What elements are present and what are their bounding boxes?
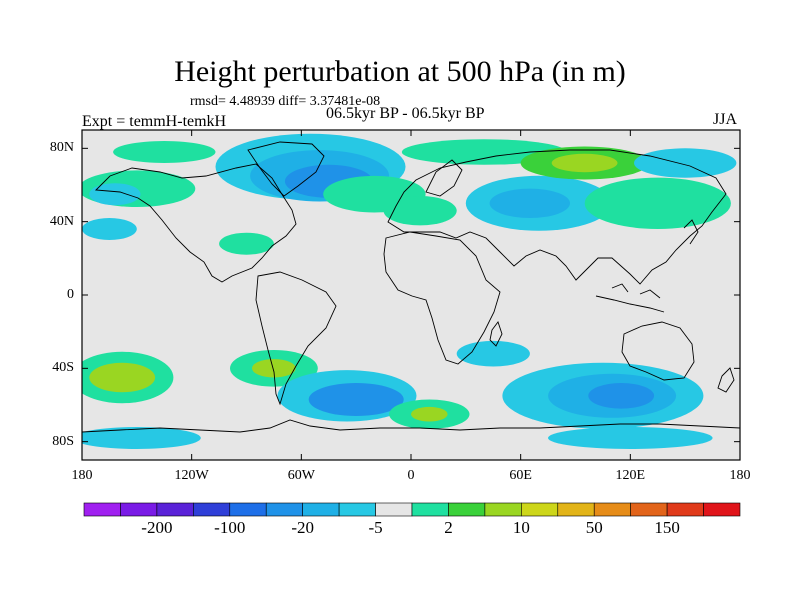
lon-tick-label: 180 (729, 468, 751, 483)
coastline-antarctica (82, 419, 740, 433)
colorbar (83, 502, 741, 517)
season-label: JJA (713, 111, 738, 128)
anomaly-region-25 (456, 340, 530, 367)
lon-tick-label: 180 (71, 468, 93, 483)
anomaly-region-18 (89, 362, 156, 393)
anomaly-region-0 (113, 141, 216, 163)
colorbar-box (448, 502, 486, 517)
colorbar-box (521, 502, 559, 517)
colorbar-box (120, 502, 158, 517)
lon-tick-label: 120E (615, 468, 646, 483)
anomaly-region-10 (489, 188, 570, 218)
colorbar-box (265, 502, 303, 517)
coastline-eurasia (387, 149, 727, 285)
lon-tick-label: 60W (287, 468, 315, 483)
anomaly-region-14 (634, 148, 737, 178)
axis-ticks (81, 130, 741, 460)
colorbar-label: -5 (368, 518, 383, 537)
coastline-north-america (94, 163, 297, 283)
colorbar-box (338, 502, 376, 517)
lon-tick-label: 60E (509, 468, 532, 483)
colorbar-box (593, 502, 631, 517)
anomaly-region-12 (551, 153, 618, 173)
anomaly-region-22 (308, 383, 404, 416)
anomaly-region-13 (584, 177, 731, 229)
colorbar-label: -20 (291, 518, 314, 537)
lon-tick-label: 0 (407, 468, 415, 483)
anomaly-region-30 (548, 427, 713, 449)
colorbar-box (484, 502, 522, 517)
coastlines (82, 141, 740, 433)
colorbar-box (411, 502, 449, 517)
figure-title: Height perturbation at 500 hPa (in m) (174, 55, 626, 88)
anomaly-region-28 (588, 383, 655, 409)
colorbar-box (703, 502, 741, 517)
colorbar-box (156, 502, 194, 517)
anomaly-region-2 (89, 183, 141, 206)
colorbar-label: 150 (654, 518, 680, 537)
colorbar-label: 2 (444, 518, 453, 537)
statistics-text: rmsd= 4.48939 diff= 3.37481e-08 (190, 94, 381, 109)
anomaly-region-15 (82, 218, 137, 240)
colorbar-box (302, 502, 340, 517)
anomaly-region-7 (383, 196, 457, 226)
colorbar-box (375, 502, 413, 517)
period-label: 06.5kyr BP - 06.5kyr BP (326, 105, 485, 122)
coastline-indonesia (595, 283, 665, 313)
anomaly-region-24 (411, 406, 448, 422)
colorbar-box (630, 502, 668, 517)
lat-tick-label: 40N (49, 213, 74, 229)
coastline-scandinavia (425, 159, 463, 197)
anomaly-layer (82, 133, 737, 449)
experiment-label: Expt = temmH-temkH (82, 113, 227, 130)
coastline-madagascar (489, 321, 503, 347)
coastline-south-america (255, 271, 337, 406)
coastline-japan (683, 219, 699, 245)
coastline-new-zealand (717, 367, 735, 393)
lat-tick-label: 40S (52, 360, 74, 376)
anomaly-region-16 (219, 232, 274, 255)
lat-tick-label: 80S (52, 433, 74, 449)
lat-tick-label: 0 (67, 287, 74, 302)
lon-tick-label: 120W (174, 468, 209, 483)
colorbar-label: 10 (512, 518, 530, 537)
colorbar-box (229, 502, 267, 517)
coastline-australia (621, 321, 695, 381)
colorbar-box (83, 502, 121, 517)
colorbar-box (666, 502, 704, 517)
colorbar-label: -100 (214, 518, 246, 537)
anomaly-region-20 (252, 359, 296, 378)
lat-tick-label: 80N (49, 140, 74, 156)
anomaly-region-29 (82, 427, 201, 449)
colorbar-box (557, 502, 595, 517)
coastline-africa (383, 231, 501, 365)
colorbar-box (193, 502, 231, 517)
colorbar-label: 50 (585, 518, 603, 537)
colorbar-label: -200 (141, 518, 173, 537)
coastline-greenland (247, 141, 325, 197)
